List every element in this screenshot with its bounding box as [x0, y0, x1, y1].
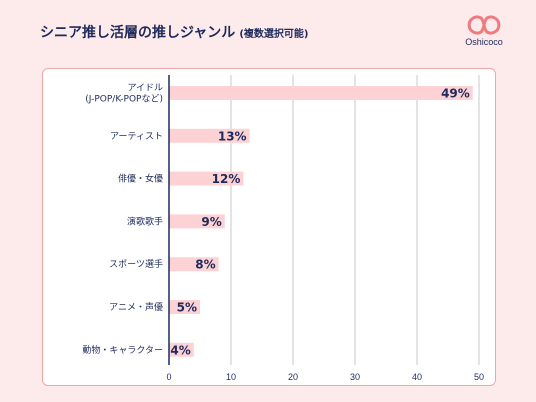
bar-value-label: 5%: [177, 301, 197, 315]
page-title: シニア推し活層の推しジャンル (複数選択可能): [40, 22, 308, 42]
x-tick-label: 40: [412, 372, 422, 382]
category-label: スポーツ選手: [109, 258, 163, 270]
x-tick-label: 10: [226, 372, 236, 382]
category-label: アイドル: [127, 84, 163, 94]
oshicoco-logo-icon: [467, 15, 501, 35]
x-tick-label: 0: [166, 372, 171, 382]
x-tick-label: 50: [474, 372, 484, 382]
bar: [169, 214, 225, 229]
x-tick-label: 20: [288, 372, 298, 382]
bar: [169, 300, 200, 314]
brand-name: Oshicoco: [465, 37, 503, 47]
bar-value-label: 9%: [201, 215, 221, 229]
bar: [169, 257, 219, 272]
category-label: 演歌歌手: [127, 215, 163, 227]
bar: [169, 342, 194, 357]
bar-chart: 0 10 20 30 40 50 49% アイドル(J-POP/K-POPなど) 13% アーティ…: [82, 75, 484, 382]
bar-value-label: 13%: [218, 129, 247, 143]
bar-value-label: 49%: [441, 87, 470, 101]
bar-value-label: 4%: [170, 343, 190, 357]
category-label: (J-POP/K-POPなど): [85, 94, 163, 105]
category-label: 俳優・女優: [118, 173, 163, 185]
category-label: 動物・キャラクター: [82, 344, 163, 356]
chart-card: 0 10 20 30 40 50 49% アイドル (J-POP/K-POPなど) 13% アーティ…: [42, 68, 496, 386]
bar: [169, 86, 473, 100]
chart-subtitle: (複数選択可能): [239, 29, 309, 40]
x-tick-label: 30: [350, 372, 360, 382]
bar-value-label: 8%: [195, 258, 215, 272]
category-label: アニメ・声優: [109, 301, 163, 313]
brand-logo: Oshicoco: [452, 14, 516, 47]
bar: [169, 128, 250, 143]
bar-value-label: 12%: [212, 172, 241, 186]
bar: [169, 171, 244, 186]
chart-title: シニア推し活層の推しジャンル: [40, 25, 236, 41]
category-label: アーティスト: [110, 131, 163, 142]
